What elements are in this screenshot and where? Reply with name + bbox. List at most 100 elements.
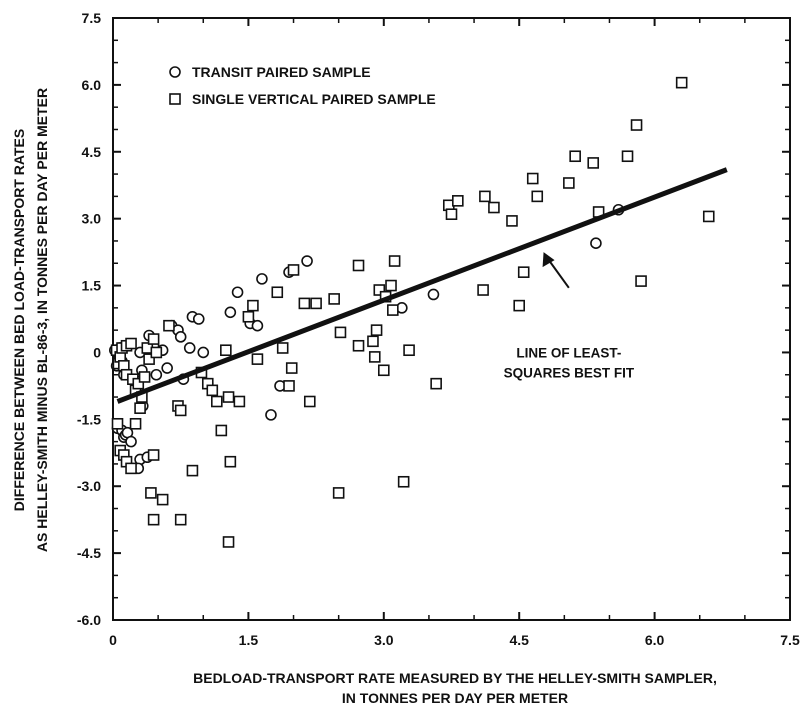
legend: TRANSIT PAIRED SAMPLE SINGLE VERTICAL PAI…	[169, 64, 436, 107]
square-point	[285, 362, 298, 374]
square-point	[479, 190, 491, 203]
x-tick-label: 6.0	[645, 632, 665, 648]
annotation-arrow-shaft	[548, 260, 570, 289]
circle-point	[150, 368, 163, 381]
circle-point	[197, 346, 210, 359]
square-point	[147, 333, 160, 345]
square-point	[430, 377, 442, 390]
square-point	[220, 344, 232, 357]
square-point	[563, 177, 575, 189]
y-tick-label: 1.5	[82, 278, 102, 294]
y-tick-label: -6.0	[77, 612, 101, 628]
square-point	[247, 299, 259, 312]
square-point	[513, 299, 526, 312]
square-point	[298, 297, 311, 310]
square-point	[206, 384, 219, 397]
square-point	[387, 304, 399, 316]
square-point	[531, 190, 544, 203]
square-point	[635, 275, 647, 287]
square-point	[477, 284, 489, 296]
square-point	[373, 284, 386, 296]
plot-frame	[112, 17, 791, 621]
legend-circle-marker	[169, 66, 181, 78]
fit-line	[116, 167, 728, 404]
circle-point	[301, 255, 313, 267]
square-point	[276, 342, 289, 354]
square-point	[488, 201, 500, 214]
square-point	[445, 208, 458, 221]
square-point	[224, 455, 237, 468]
square-point	[328, 293, 340, 305]
square-point	[222, 391, 235, 403]
square-point	[702, 210, 715, 223]
legend-label-transit: TRANSIT PAIRED SAMPLE	[192, 64, 371, 80]
square-point	[368, 351, 381, 363]
square-point	[147, 449, 160, 461]
square-point	[222, 536, 235, 548]
y-tick-label: 6.0	[82, 77, 102, 93]
y-tick-label: -4.5	[77, 545, 101, 561]
y-tick-label: 3.0	[82, 211, 102, 227]
square-point	[215, 424, 228, 437]
circle-point	[183, 342, 196, 354]
square-point	[129, 417, 142, 430]
square-point	[242, 310, 255, 323]
square-point	[283, 380, 295, 392]
circle-point	[590, 237, 602, 249]
square-point	[334, 326, 347, 339]
square-point	[174, 404, 187, 417]
square-point	[111, 417, 124, 430]
x-tick-label: 4.5	[509, 632, 529, 648]
x-tick-label: 1.5	[239, 632, 259, 648]
square-point	[385, 279, 397, 292]
square-point	[186, 464, 199, 477]
circle-point	[251, 319, 264, 332]
x-tick-label: 0	[109, 632, 117, 648]
y-tick-label: -1.5	[77, 411, 101, 427]
circle-point	[224, 306, 237, 319]
square-point	[332, 487, 345, 499]
axis-labels: BEDLOAD-TRANSPORT RATE MEASURED BY THE H…	[11, 88, 717, 706]
y-tick-label: 0	[93, 344, 101, 360]
circle-point	[265, 409, 277, 421]
circle-point	[256, 273, 268, 285]
square-point	[303, 395, 316, 408]
square-point	[163, 319, 175, 332]
square-point	[621, 150, 634, 163]
square-point	[367, 335, 379, 348]
circle-point	[231, 286, 244, 299]
square-point	[145, 487, 157, 499]
legend-label-single-vertical: SINGLE VERTICAL PAIRED SAMPLE	[192, 91, 436, 107]
data-points	[109, 76, 715, 548]
square-point	[352, 339, 365, 352]
square-point	[310, 297, 322, 310]
circle-point	[125, 435, 137, 448]
legend-square-marker	[169, 93, 181, 105]
square-point	[526, 172, 539, 185]
square-point	[271, 286, 284, 299]
square-point	[156, 493, 169, 506]
x-tick-label: 3.0	[374, 632, 394, 648]
circle-point	[192, 313, 205, 325]
annotation-arrowhead	[542, 252, 555, 268]
square-point	[370, 324, 383, 336]
square-point	[675, 76, 688, 89]
y-tick-label: -3.0	[77, 478, 101, 494]
circle-point	[174, 331, 187, 343]
x-tick-label: 7.5	[780, 632, 800, 648]
axis-ticks	[112, 17, 791, 621]
square-point	[397, 475, 410, 488]
square-point	[233, 395, 246, 408]
x-axis-label: BEDLOAD-TRANSPORT RATE MEASURED BY THE H…	[193, 670, 717, 686]
axis-tick-labels: 0 1.5 3.0 4.5 6.0 7.5 7.5 6.0 4.5 3.0 1.5 0 -1.5 -3.0…	[77, 10, 800, 648]
square-point	[174, 513, 187, 526]
square-point	[630, 119, 643, 131]
square-point	[506, 215, 518, 227]
y-tick-label: 7.5	[82, 10, 102, 26]
fit-line-label: LINE OF LEAST-	[516, 345, 621, 360]
square-point	[125, 337, 137, 350]
square-point	[403, 344, 415, 357]
fit-line-label: SQUARES BEST FIT	[504, 365, 635, 380]
square-point	[377, 364, 390, 377]
